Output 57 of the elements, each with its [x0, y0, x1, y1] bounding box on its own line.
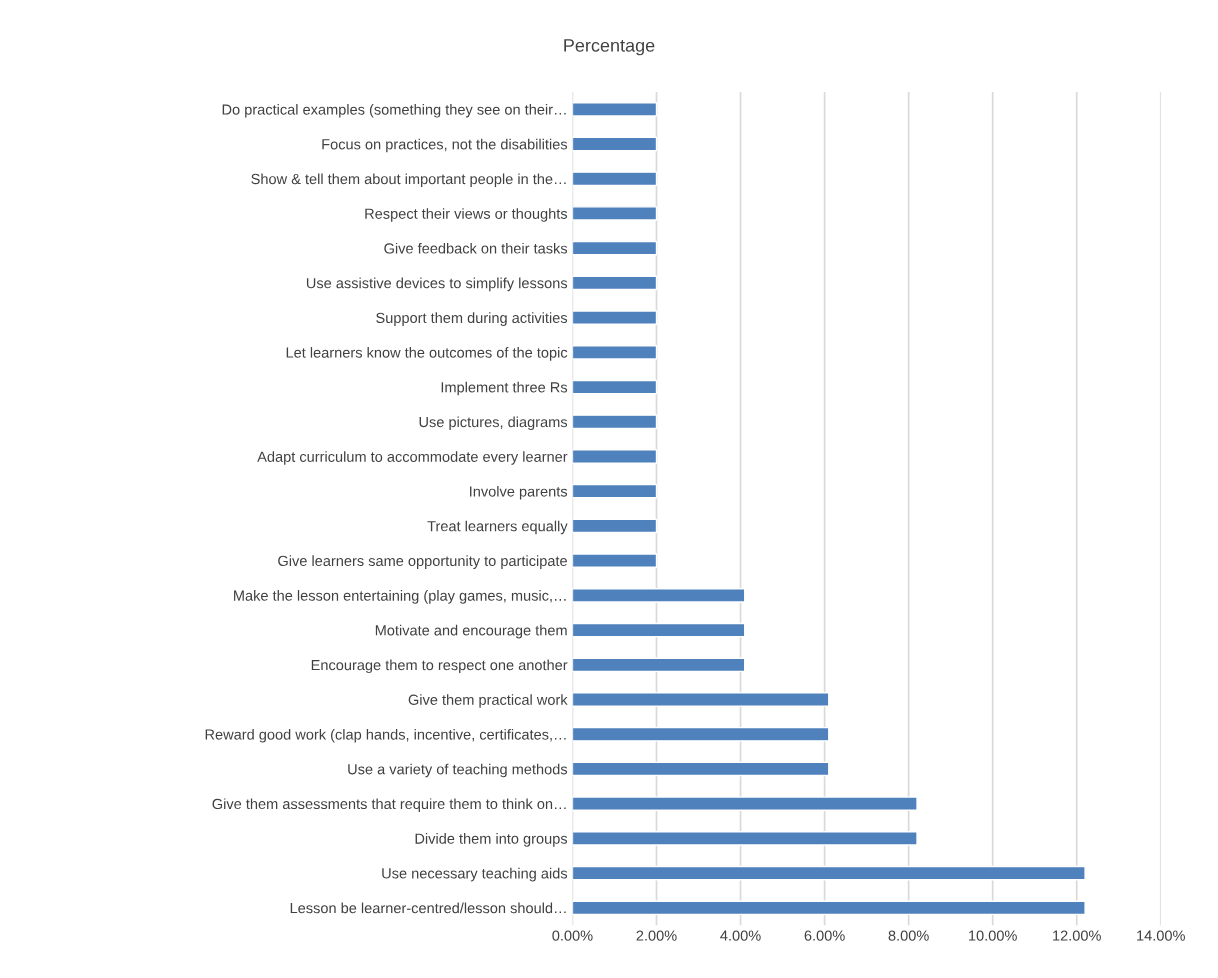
- y-tick-label: Give feedback on their tasks: [384, 242, 568, 254]
- bar: [572, 865, 1086, 881]
- x-tick-label: 8.00%: [888, 930, 929, 941]
- y-tick-label: Involve parents: [470, 485, 568, 500]
- y-tick-label: Lesson be learner-centred/lesson should…: [290, 902, 566, 914]
- x-tick-label: 2.00%: [636, 930, 677, 941]
- y-tick-label: Use a variety of teaching methods: [348, 763, 568, 778]
- y-tick-label: Treat learners equally: [427, 520, 568, 535]
- bar: [572, 206, 658, 221]
- bar: [572, 171, 658, 187]
- y-tick-label: Use assistive devices to simplify lessons: [306, 277, 568, 292]
- bar: [572, 483, 658, 499]
- x-tick-label: 6.00%: [804, 930, 845, 941]
- y-tick-label: Motivate and encourage them: [375, 624, 567, 639]
- bar: [572, 345, 658, 360]
- x-tick-label: 14.00%: [1137, 930, 1185, 941]
- bar: [572, 136, 658, 152]
- bar: [572, 101, 658, 117]
- y-tick-label: Let learners know the outcomes of the topic: [286, 347, 568, 361]
- y-tick-label: Show & tell them about important people in the…: [251, 173, 566, 188]
- bar: [572, 275, 658, 291]
- bar: [572, 726, 830, 742]
- y-tick-label: Implement three Rs: [441, 381, 568, 396]
- y-tick-label: Reward good work (clap hands, incentive, certificates,…: [205, 728, 566, 743]
- y-tick-label: Use necessary teaching aids: [382, 867, 568, 882]
- bar: [572, 622, 746, 638]
- y-tick-label: Encourage them to respect one another: [311, 659, 568, 674]
- y-tick-label: Use pictures, diagrams: [419, 416, 568, 431]
- y-tick-label: Divide them into groups: [415, 833, 568, 847]
- bar: [572, 310, 658, 325]
- y-tick-label: Give them assessments that require them to think on…: [212, 798, 566, 812]
- y-tick-label: Support them during activities: [376, 312, 568, 326]
- y-tick-label: Make the lesson entertaining (play games, music,…: [234, 590, 566, 604]
- y-tick-label: Adapt curriculum to accommodate every learner: [257, 451, 568, 465]
- x-tick-label: 10.00%: [969, 930, 1017, 941]
- bar: [572, 900, 1086, 916]
- y-tick-label: Focus on practices, not the disabilities: [322, 138, 568, 153]
- bar: [572, 240, 658, 256]
- bar: [572, 761, 830, 777]
- y-tick-label: Give learners same opportunity to participate: [278, 555, 567, 569]
- bar: [572, 553, 658, 568]
- bar: [572, 518, 658, 534]
- y-tick-label: Give them practical work: [408, 694, 568, 708]
- x-tick-label: 0.00%: [552, 930, 593, 941]
- bar: [572, 831, 918, 846]
- bar: [572, 379, 658, 395]
- chart-title: Percentage: [564, 39, 655, 56]
- bar: [572, 588, 746, 603]
- bar: [572, 657, 746, 673]
- y-tick-label: Do practical examples (something they see on their…: [222, 104, 566, 118]
- bar: [572, 692, 830, 707]
- bar: [572, 414, 658, 430]
- x-tick-label: 4.00%: [720, 930, 761, 941]
- bar: [572, 449, 658, 464]
- x-tick-label: 12.00%: [1053, 930, 1101, 941]
- y-tick-label: Respect their views or thoughts: [365, 208, 568, 222]
- bar: [572, 796, 918, 811]
